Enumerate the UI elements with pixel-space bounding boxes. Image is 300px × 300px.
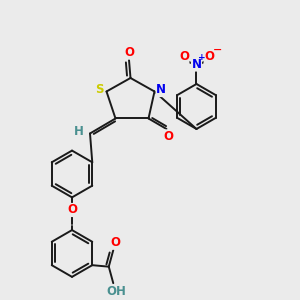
Text: H: H bbox=[74, 125, 83, 139]
Text: N: N bbox=[191, 58, 202, 71]
Text: O: O bbox=[67, 203, 77, 217]
Text: O: O bbox=[204, 50, 214, 63]
Text: −: − bbox=[213, 44, 222, 55]
Text: O: O bbox=[124, 46, 134, 59]
Text: S: S bbox=[95, 83, 103, 97]
Text: OH: OH bbox=[106, 285, 126, 298]
Text: O: O bbox=[111, 236, 121, 249]
Text: O: O bbox=[163, 130, 173, 143]
Text: N: N bbox=[156, 83, 166, 97]
Text: O: O bbox=[179, 50, 189, 63]
Text: +: + bbox=[198, 53, 206, 62]
